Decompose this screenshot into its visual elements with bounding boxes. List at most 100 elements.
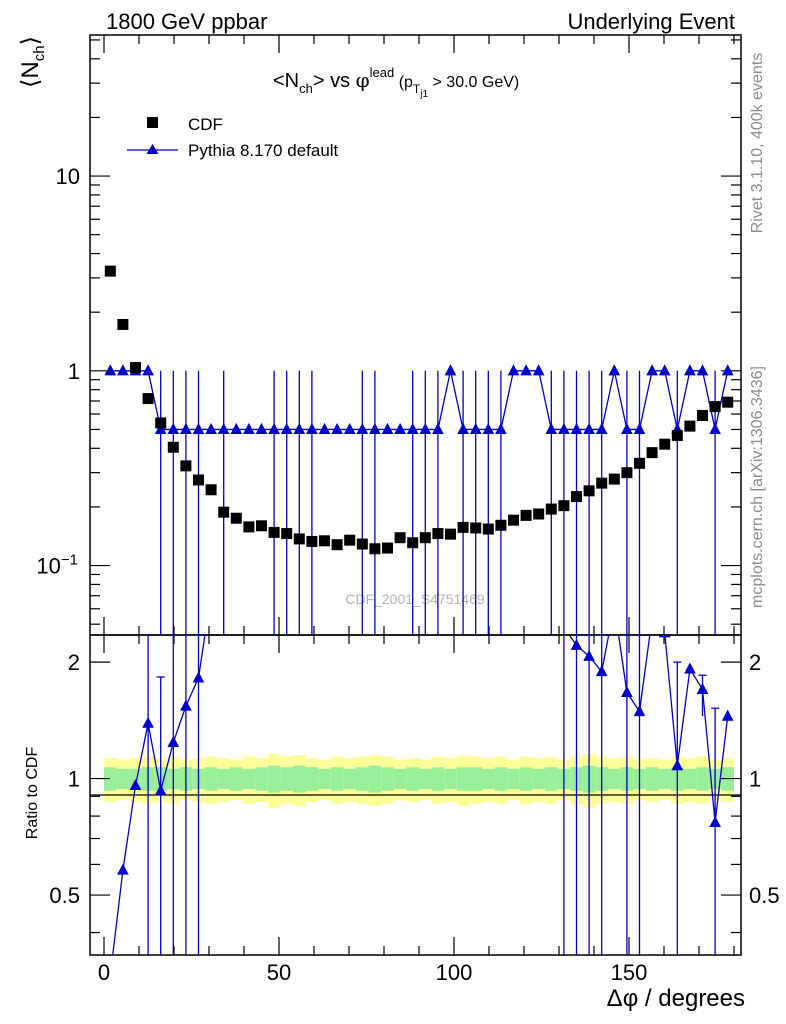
pythia-point (545, 422, 558, 434)
cdf-point (482, 523, 494, 535)
pythia-point (154, 422, 167, 434)
main-y-tick-label: 10 (56, 164, 80, 189)
band-inner (368, 765, 382, 793)
cdf-point (167, 441, 179, 453)
y-label-n: N (17, 61, 44, 78)
band-inner (545, 767, 558, 791)
ratio-point (684, 662, 696, 674)
pythia-point (117, 364, 129, 376)
ratio-point (154, 784, 167, 796)
ratio-point (142, 716, 154, 728)
cdf-point (457, 521, 469, 533)
ratio-point (709, 816, 721, 828)
band-inner (305, 767, 319, 791)
pythia-point (709, 422, 721, 434)
pythia-point (633, 422, 646, 434)
band-inner (318, 768, 331, 789)
legend-marker-cdf (147, 117, 158, 128)
band-inner (519, 767, 533, 791)
band-inner (104, 767, 117, 791)
pythia-point (369, 422, 381, 434)
cdf-point (256, 520, 267, 532)
band-inner (658, 768, 671, 789)
legend-label-pythia: Pythia 8.170 default (188, 141, 339, 160)
pythia-point (268, 422, 280, 434)
band-inner (330, 767, 344, 791)
cdf-point (319, 535, 330, 547)
cdf-point (558, 500, 570, 512)
band-inner (507, 768, 520, 789)
header-left: 1800 GeV ppbar (106, 9, 267, 34)
pythia-point (180, 422, 192, 434)
cdf-point (281, 528, 293, 540)
band-inner (267, 765, 281, 793)
ratio-point (167, 735, 180, 747)
cdf-point (583, 485, 595, 497)
pythia-point (595, 422, 608, 434)
band-inner (293, 765, 306, 793)
ratio-point (205, 587, 217, 598)
pythia-point (394, 422, 406, 434)
pythia-point (343, 422, 356, 434)
cdf-point (407, 537, 419, 549)
pythia-point (331, 422, 343, 434)
band-inner (456, 767, 470, 791)
band-inner (116, 768, 130, 789)
pythia-point (255, 422, 268, 434)
cdf-point (571, 491, 582, 503)
cdf-point (722, 396, 734, 408)
band-inner (356, 767, 369, 791)
pythia-point (532, 364, 545, 376)
pythia-point (104, 364, 117, 376)
ratio-y-tick-label-left: 0.5 (49, 883, 80, 908)
legend: CDF Pythia 8.170 default (127, 115, 339, 160)
ratio-y-tick-label-left: 1 (68, 767, 80, 792)
pythia-point (444, 364, 457, 376)
legend-label-cdf: CDF (188, 115, 223, 134)
cdf-point (293, 533, 305, 545)
cdf-point (155, 417, 167, 429)
pythia-point (167, 422, 180, 434)
ratio-point (646, 612, 658, 623)
ratio-point (117, 863, 129, 875)
pythia-point (381, 422, 394, 434)
cdf-point (445, 528, 456, 540)
x-tick-label: 150 (611, 960, 648, 985)
pythia-point (217, 422, 230, 434)
ratio-point (192, 671, 205, 683)
band-inner (230, 767, 243, 791)
cdf-point (634, 457, 645, 469)
cdf-point (432, 528, 444, 540)
y-label-sub: ch (31, 45, 48, 61)
main-y-axis-label: ⟨Nch⟩ (17, 36, 48, 88)
cdf-point (684, 420, 696, 432)
ratio-bands (104, 753, 734, 808)
cdf-point (344, 534, 356, 546)
pythia-point (293, 422, 306, 434)
cdf-point (419, 532, 431, 544)
axis-ticks (90, 35, 741, 955)
ratio-point (180, 699, 192, 711)
cdf-point (142, 393, 154, 405)
pythia-line (110, 370, 729, 431)
ratio-point (595, 665, 608, 677)
cdf-point (709, 401, 721, 413)
y-label-bracket-left: ⟨ (17, 79, 44, 88)
x-tick-label: 50 (267, 960, 291, 985)
ratio-point (658, 635, 671, 638)
band-inner (255, 767, 268, 791)
ratio-y-tick-label-right: 1 (749, 767, 761, 792)
cdf-point (659, 438, 671, 450)
cdf-point (130, 361, 141, 373)
cdf-point (508, 514, 519, 526)
ratio-y-tick-label-left: 2 (68, 650, 80, 675)
pythia-point (621, 422, 633, 434)
cdf-point (697, 409, 708, 421)
ratio-point (608, 599, 620, 610)
cdf-point (596, 477, 608, 489)
header-right: Underlying Event (567, 9, 735, 34)
side-text-top: Rivet 3.1.10, 400k events (749, 53, 766, 234)
ratio-point (621, 685, 633, 697)
cdf-point (671, 430, 683, 442)
pythia-point (558, 422, 570, 434)
